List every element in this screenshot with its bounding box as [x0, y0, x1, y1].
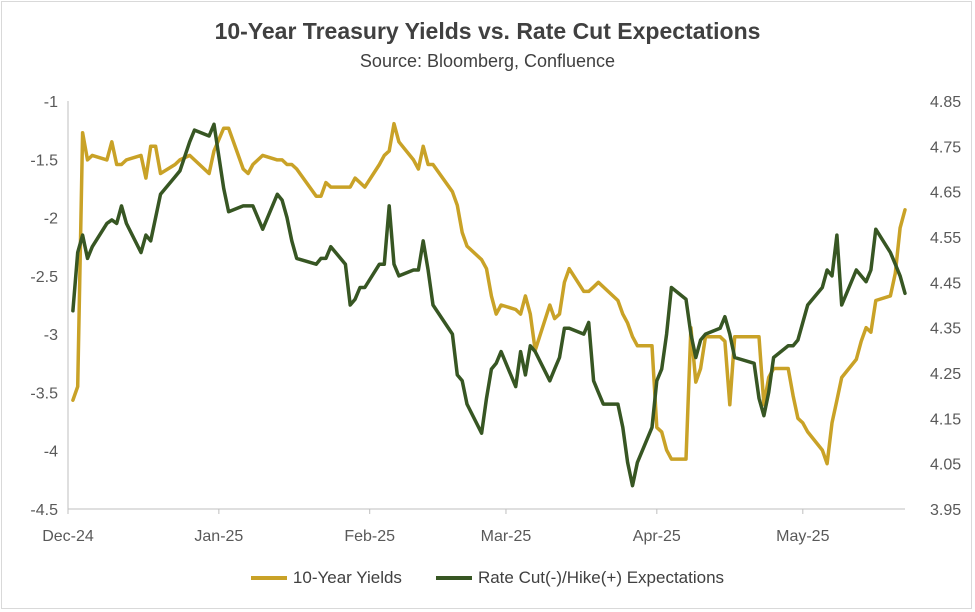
x-tick-label: Apr-25: [633, 528, 681, 545]
y-left-tick-label: -3: [44, 327, 58, 344]
y-left-tick-label: -4.5: [30, 502, 58, 519]
y-right-tick-label: 4.85: [930, 94, 961, 111]
y-right-tick-label: 4.65: [930, 185, 961, 202]
y-left-tick-label: -1.5: [30, 152, 58, 169]
x-tick-label: May-25: [776, 528, 829, 545]
y-right-tick-label: 3.95: [930, 502, 961, 519]
y-left-tick-label: -2.5: [30, 269, 58, 286]
y-right-tick-label: 4.25: [930, 366, 961, 383]
series-line-10-year-yields: [71, 121, 907, 466]
y-right-tick-label: 4.75: [930, 139, 961, 156]
series-layer: [71, 121, 907, 488]
legend-swatch-yields: [250, 576, 287, 580]
y-left-tick-label: -1: [44, 94, 58, 111]
chart-title: 10-Year Treasury Yields vs. Rate Cut Exp…: [214, 18, 761, 44]
y-right-tick-label: 4.45: [930, 275, 961, 292]
x-tick-label: Dec-24: [42, 528, 94, 545]
series-line-rate-expectations: [71, 122, 907, 488]
y-left-tick-label: -4: [44, 444, 58, 461]
y-right-tick-label: 4.55: [930, 230, 961, 247]
x-tick-label: Feb-25: [344, 528, 395, 545]
chart-subtitle: Source: Bloomberg, Confluence: [359, 51, 616, 71]
legend-item-yields: 10-Year Yields: [250, 568, 402, 588]
y-right-tick-label: 4.15: [930, 411, 961, 428]
tick-labels: -1 -1.5 -2 -2.5 -3 -3.5 -4 -4.5 4.85 4.75 4.65 4.55…: [30, 94, 961, 545]
legend-label-expectations: Rate Cut(-)/Hike(+) Expectations: [477, 568, 725, 587]
x-tick-label: Jan-25: [194, 528, 243, 545]
chart-axes: [67, 101, 905, 514]
y-right-tick-label: 4.35: [930, 321, 961, 338]
y-left-tick-label: -2: [44, 211, 58, 228]
legend: 10-Year Yields Rate Cut(-)/Hike(+) Expec…: [0, 568, 975, 588]
legend-item-expectations: Rate Cut(-)/Hike(+) Expectations: [435, 568, 725, 588]
y-right-tick-label: 4.05: [930, 457, 961, 474]
legend-swatch-expectations: [435, 576, 472, 580]
legend-label-yields: 10-Year Yields: [292, 568, 402, 587]
x-tick-label: Mar-25: [481, 528, 532, 545]
y-left-tick-label: -3.5: [30, 385, 58, 402]
